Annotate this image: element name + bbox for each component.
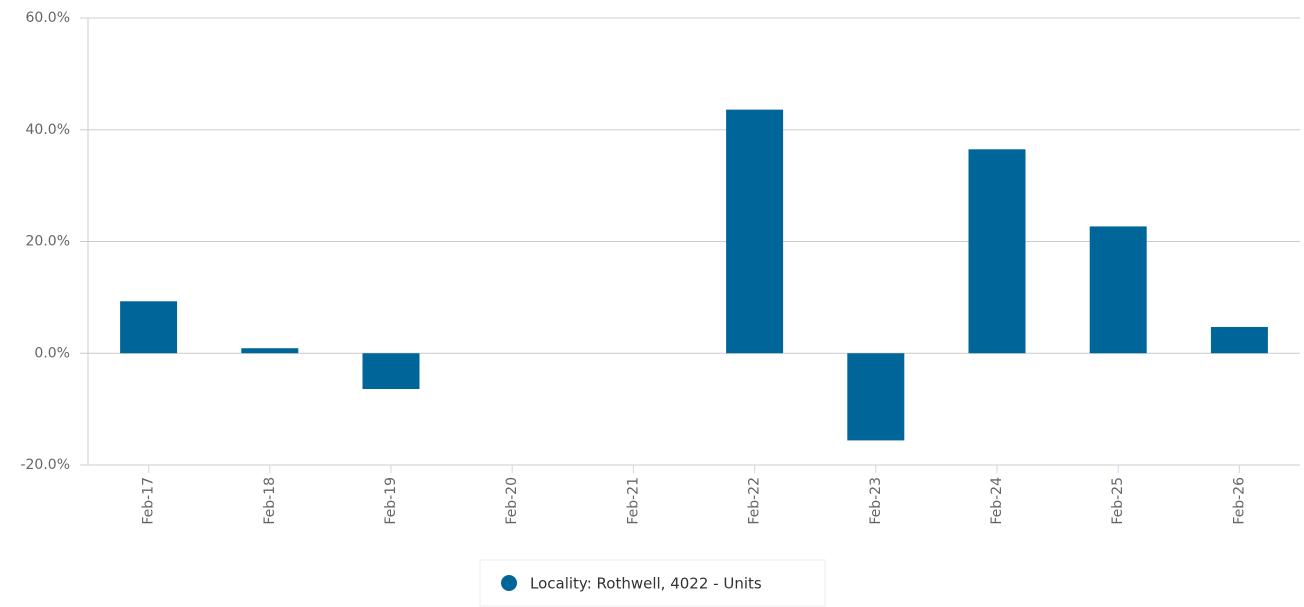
legend-label: Locality: Rothwell, 4022 - Units <box>530 575 762 593</box>
x-tick-label: Feb-26 <box>1231 477 1247 525</box>
bar <box>241 348 299 354</box>
x-tick-label: Feb-18 <box>262 477 278 525</box>
bar <box>362 353 420 390</box>
bar <box>847 353 905 441</box>
bar <box>120 301 178 354</box>
x-tick-label: Feb-20 <box>504 477 520 525</box>
x-tick-label: Feb-24 <box>989 477 1005 525</box>
y-tick-label: 40.0% <box>26 122 70 138</box>
bar <box>968 149 1026 354</box>
bar <box>1089 226 1147 354</box>
x-tick-label: Feb-19 <box>383 477 399 525</box>
y-tick-label: -20.0% <box>20 457 70 473</box>
x-tick-label: Feb-17 <box>141 477 157 525</box>
y-tick-label: 20.0% <box>26 234 70 250</box>
legend-marker <box>501 575 517 591</box>
legend-box <box>479 559 826 607</box>
x-tick-label: Feb-21 <box>625 477 641 525</box>
bar <box>1210 326 1268 354</box>
bar <box>726 109 784 354</box>
y-tick-label: 0.0% <box>34 345 70 361</box>
x-tick-label: Feb-23 <box>868 477 884 525</box>
y-tick-label: 60.0% <box>26 10 70 26</box>
x-tick-label: Feb-22 <box>747 477 763 525</box>
x-tick-label: Feb-25 <box>1110 477 1126 525</box>
